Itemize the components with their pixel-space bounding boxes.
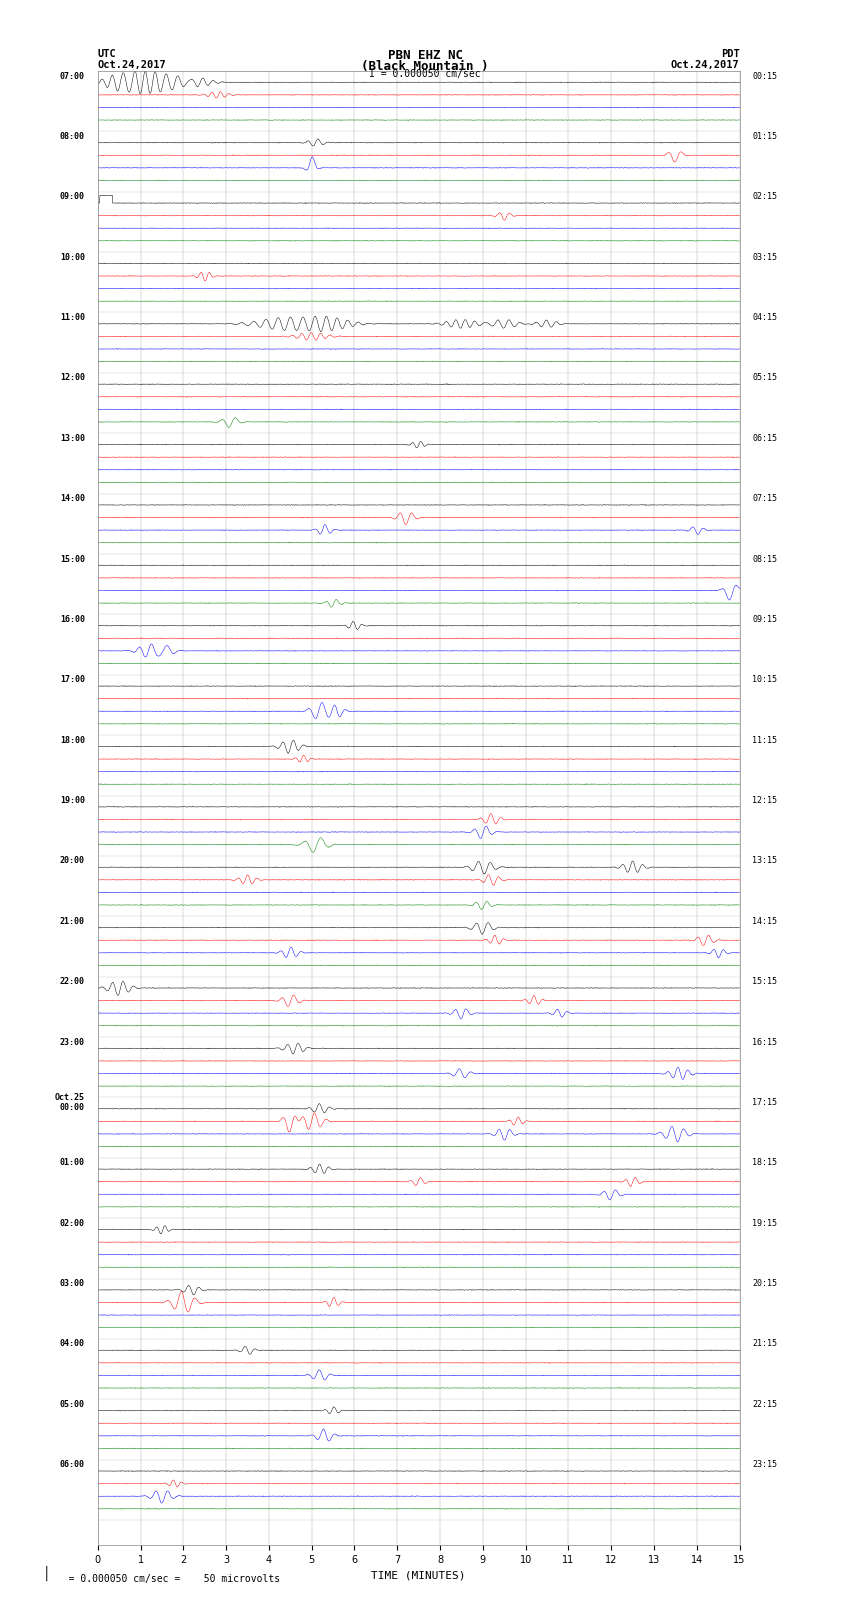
Text: 07:15: 07:15 xyxy=(752,494,778,503)
Text: 21:00: 21:00 xyxy=(60,916,85,926)
Text: 20:00: 20:00 xyxy=(60,857,85,866)
Text: 15:15: 15:15 xyxy=(752,977,778,986)
Text: = 0.000050 cm/sec =    50 microvolts: = 0.000050 cm/sec = 50 microvolts xyxy=(51,1574,280,1584)
Text: 07:00: 07:00 xyxy=(60,71,85,81)
Text: 14:00: 14:00 xyxy=(60,494,85,503)
Text: 00:15: 00:15 xyxy=(752,71,778,81)
Text: 08:15: 08:15 xyxy=(752,555,778,563)
Text: 10:15: 10:15 xyxy=(752,676,778,684)
Text: 16:00: 16:00 xyxy=(60,615,85,624)
Text: 22:15: 22:15 xyxy=(752,1400,778,1408)
Text: 23:15: 23:15 xyxy=(752,1460,778,1469)
Text: 11:15: 11:15 xyxy=(752,736,778,745)
Text: 09:00: 09:00 xyxy=(60,192,85,202)
Text: PDT: PDT xyxy=(721,50,740,60)
Text: 06:15: 06:15 xyxy=(752,434,778,444)
Text: 08:00: 08:00 xyxy=(60,132,85,140)
Text: Oct.24,2017: Oct.24,2017 xyxy=(671,60,740,69)
Text: 20:15: 20:15 xyxy=(752,1279,778,1289)
Text: 23:00: 23:00 xyxy=(60,1037,85,1047)
Text: 13:15: 13:15 xyxy=(752,857,778,866)
Text: (Black Mountain ): (Black Mountain ) xyxy=(361,60,489,73)
Text: 17:00: 17:00 xyxy=(60,676,85,684)
Text: │: │ xyxy=(43,1565,50,1581)
Text: 17:15: 17:15 xyxy=(752,1098,778,1107)
Text: 01:00: 01:00 xyxy=(60,1158,85,1168)
Text: 13:00: 13:00 xyxy=(60,434,85,444)
Text: 19:15: 19:15 xyxy=(752,1219,778,1227)
Text: 04:15: 04:15 xyxy=(752,313,778,323)
Text: 14:15: 14:15 xyxy=(752,916,778,926)
Text: 04:00: 04:00 xyxy=(60,1339,85,1348)
Text: 03:00: 03:00 xyxy=(60,1279,85,1289)
Text: 12:15: 12:15 xyxy=(752,797,778,805)
Text: I = 0.000050 cm/sec: I = 0.000050 cm/sec xyxy=(369,69,481,79)
Text: 10:00: 10:00 xyxy=(60,253,85,261)
Text: 22:00: 22:00 xyxy=(60,977,85,986)
X-axis label: TIME (MINUTES): TIME (MINUTES) xyxy=(371,1571,466,1581)
Text: PBN EHZ NC: PBN EHZ NC xyxy=(388,50,462,63)
Text: 18:00: 18:00 xyxy=(60,736,85,745)
Text: UTC: UTC xyxy=(98,50,116,60)
Text: 05:15: 05:15 xyxy=(752,373,778,382)
Text: 16:15: 16:15 xyxy=(752,1037,778,1047)
Text: 18:15: 18:15 xyxy=(752,1158,778,1168)
Text: Oct.24,2017: Oct.24,2017 xyxy=(98,60,167,69)
Text: 19:00: 19:00 xyxy=(60,797,85,805)
Text: 11:00: 11:00 xyxy=(60,313,85,323)
Text: 12:00: 12:00 xyxy=(60,373,85,382)
Text: Oct.25
00:00: Oct.25 00:00 xyxy=(55,1092,85,1113)
Text: 03:15: 03:15 xyxy=(752,253,778,261)
Text: 06:00: 06:00 xyxy=(60,1460,85,1469)
Text: 21:15: 21:15 xyxy=(752,1339,778,1348)
Text: 02:00: 02:00 xyxy=(60,1219,85,1227)
Text: 05:00: 05:00 xyxy=(60,1400,85,1408)
Text: 02:15: 02:15 xyxy=(752,192,778,202)
Text: 09:15: 09:15 xyxy=(752,615,778,624)
Text: 01:15: 01:15 xyxy=(752,132,778,140)
Text: 15:00: 15:00 xyxy=(60,555,85,563)
